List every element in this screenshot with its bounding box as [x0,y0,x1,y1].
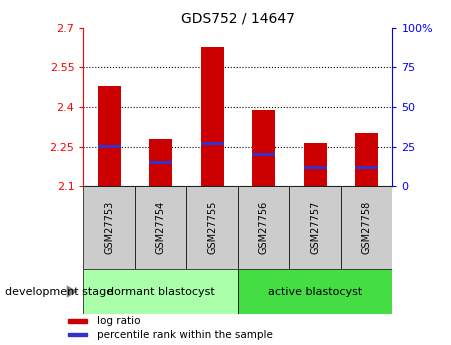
Text: GSM27758: GSM27758 [362,201,372,254]
Bar [201,142,224,145]
Bar [304,166,327,169]
Text: development stage: development stage [5,287,113,296]
Bar [186,186,238,269]
Bar [290,186,341,269]
Polygon shape [67,285,78,298]
Bar [149,161,172,164]
Text: GSM27753: GSM27753 [104,201,114,254]
Text: percentile rank within the sample: percentile rank within the sample [97,330,273,339]
Bar [68,319,87,323]
Bar [83,269,238,314]
Bar [201,47,224,186]
Text: GSM27755: GSM27755 [207,201,217,254]
Bar [97,86,121,186]
Text: active blastocyst: active blastocyst [268,287,362,296]
Bar [355,166,378,169]
Bar [252,153,275,156]
Title: GDS752 / 14647: GDS752 / 14647 [181,11,295,25]
Bar [68,333,87,336]
Bar [83,186,135,269]
Bar [355,134,378,186]
Text: GSM27757: GSM27757 [310,201,320,254]
Bar [238,186,290,269]
Bar [341,186,392,269]
Text: GSM27754: GSM27754 [156,201,166,254]
Bar [135,186,186,269]
Bar [97,145,121,148]
Bar [304,142,327,186]
Bar [149,139,172,186]
Bar [238,269,392,314]
Bar [252,110,275,186]
Text: GSM27756: GSM27756 [258,201,269,254]
Text: log ratio: log ratio [97,316,141,326]
Text: dormant blastocyst: dormant blastocyst [107,287,215,296]
